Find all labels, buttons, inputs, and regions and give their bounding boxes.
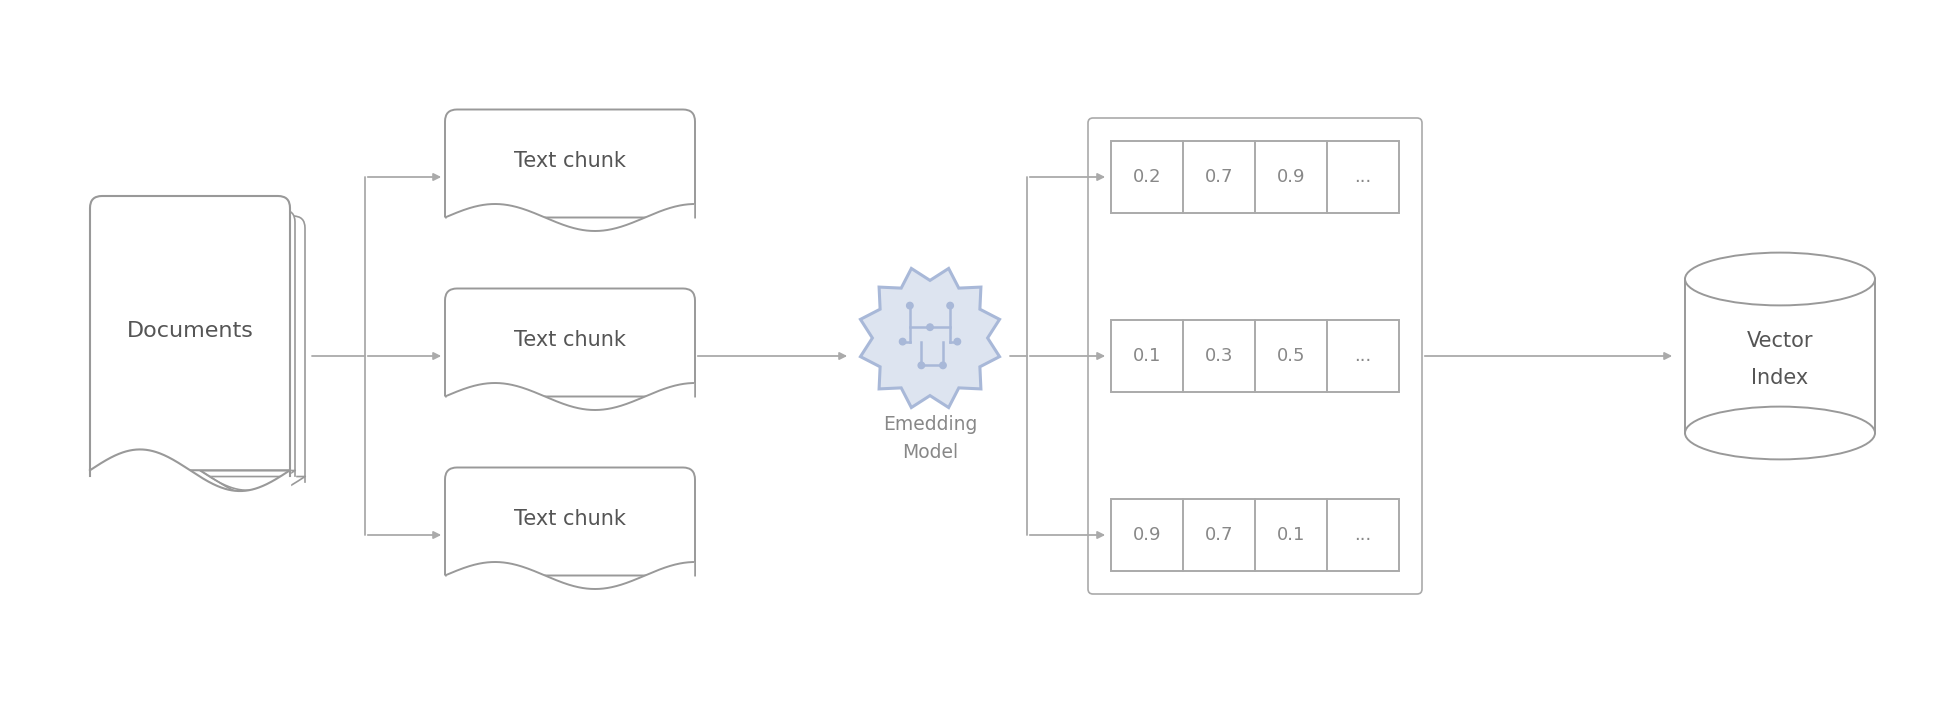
Text: Vector: Vector xyxy=(1745,331,1813,351)
Circle shape xyxy=(938,362,946,369)
Bar xyxy=(1685,279,1873,433)
Ellipse shape xyxy=(1685,407,1873,459)
Circle shape xyxy=(946,303,952,309)
PathPatch shape xyxy=(444,288,694,397)
Text: 0.9: 0.9 xyxy=(1132,526,1161,544)
PathPatch shape xyxy=(444,110,694,217)
Text: ...: ... xyxy=(1353,168,1371,186)
Text: Text chunk: Text chunk xyxy=(514,151,626,171)
Text: 0.3: 0.3 xyxy=(1204,347,1233,365)
Text: Text chunk: Text chunk xyxy=(514,330,626,350)
PathPatch shape xyxy=(444,468,694,575)
Text: 0.7: 0.7 xyxy=(1204,168,1233,186)
Polygon shape xyxy=(861,268,999,407)
Text: Model: Model xyxy=(902,443,958,462)
Text: Text chunk: Text chunk xyxy=(514,509,626,529)
Text: 0.7: 0.7 xyxy=(1204,526,1233,544)
PathPatch shape xyxy=(105,210,295,471)
Ellipse shape xyxy=(1685,253,1873,305)
Text: 0.9: 0.9 xyxy=(1276,168,1305,186)
Circle shape xyxy=(906,303,913,309)
Bar xyxy=(1111,141,1398,213)
PathPatch shape xyxy=(89,196,289,470)
Text: Emedding: Emedding xyxy=(882,415,977,434)
Text: 0.1: 0.1 xyxy=(1276,526,1305,544)
Circle shape xyxy=(954,338,960,345)
Bar xyxy=(1111,499,1398,571)
Circle shape xyxy=(900,338,906,345)
Bar xyxy=(1111,320,1398,392)
Circle shape xyxy=(917,362,925,369)
Text: 0.5: 0.5 xyxy=(1276,347,1305,365)
Text: Index: Index xyxy=(1751,368,1807,388)
Text: Documents: Documents xyxy=(126,321,254,341)
Text: 0.2: 0.2 xyxy=(1132,168,1161,186)
Text: ...: ... xyxy=(1353,347,1371,365)
Text: ...: ... xyxy=(1353,526,1371,544)
PathPatch shape xyxy=(114,216,304,476)
Circle shape xyxy=(927,324,933,330)
Text: 0.1: 0.1 xyxy=(1132,347,1161,365)
